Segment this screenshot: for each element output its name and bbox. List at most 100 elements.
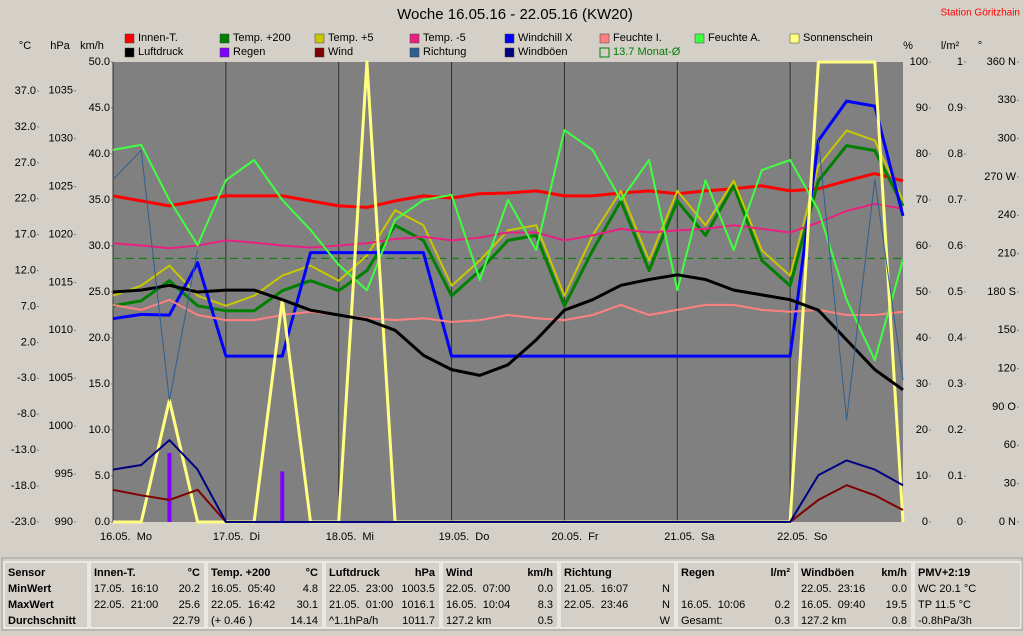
legend-label: Sonnenschein (803, 32, 873, 44)
cell-text: Gesamt: (681, 615, 723, 627)
y-tick-label: 990 (55, 516, 73, 528)
cell-text: 16.05. 05:40 (211, 583, 275, 595)
cell-text: -0.8hPa/3h (918, 615, 972, 627)
cell-text: 17.05. 16:10 (94, 583, 158, 595)
y-tick-label: 1035 (49, 85, 73, 97)
legend-label: Regen (233, 46, 265, 58)
cell-value: 14.14 (290, 615, 318, 627)
column-unit: hPa (415, 567, 436, 579)
y-tick-label: 120 (998, 363, 1016, 375)
column-head: PMV+2:19 (918, 567, 970, 579)
y-tick-label: 100 (910, 56, 928, 68)
y-tick-label: 1030 (49, 133, 73, 145)
x-tick-label: 16.05. Mo (100, 531, 152, 543)
y-tick-label: -18.0 (11, 480, 36, 492)
table-cell-block (913, 561, 1022, 629)
x-tick-label: 17.05. Di (213, 531, 260, 543)
column-unit: km/h (881, 567, 907, 579)
legend-label: Innen-T. (138, 32, 178, 44)
plot-area (113, 62, 903, 522)
y-tick-label: 45.0 (89, 102, 110, 114)
y-tick-label: 5.0 (95, 470, 110, 482)
axis-unit: km/h (80, 40, 104, 52)
y-tick-label: 20.0 (89, 332, 110, 344)
cell-value: N (662, 599, 670, 611)
table-cell-block (89, 561, 206, 629)
column-unit: l/m² (770, 567, 790, 579)
legend-label: Wind (328, 46, 353, 58)
column-unit: °C (188, 567, 200, 579)
y-tick-label: 0.4 (948, 332, 963, 344)
legend-swatch (409, 33, 420, 44)
cell-value: 1011.7 (402, 615, 435, 627)
cell-text: 22.05. 23:00 (329, 583, 393, 595)
cell-text: 16.05. 10:06 (681, 599, 745, 611)
y-tick-label: 360 N (987, 56, 1016, 68)
y-tick-label: 37.0 (15, 85, 36, 97)
y-tick-label: 0.1 (948, 470, 963, 482)
y-tick-label: 0.7 (948, 194, 963, 206)
cell-text: ^1.1hPa/h (329, 615, 378, 627)
x-tick-label: 22.05. So (777, 531, 827, 543)
axis-unit: hPa (50, 40, 70, 52)
cell-text: (+ 0.46 ) (211, 615, 252, 627)
legend-swatch (409, 47, 420, 58)
y-tick-label: 90 O (992, 401, 1016, 413)
legend-swatch (314, 47, 325, 58)
y-tick-label: 0.2 (948, 424, 963, 436)
series-line (112, 273, 904, 392)
y-tick-label: 1 (957, 56, 963, 68)
legend-label: Temp. +200 (233, 32, 291, 44)
legend-label: Luftdruck (138, 46, 184, 58)
series-line (112, 129, 904, 307)
cell-text: WC 20.1 °C (918, 583, 976, 595)
y-tick-label: 0 N (999, 516, 1016, 528)
series-line (112, 202, 904, 250)
legend-label: Feuchte I. (613, 32, 662, 44)
cell-value: 22.79 (172, 615, 200, 627)
y-tick-label: 60 (1004, 439, 1016, 451)
column-head: Wind (446, 567, 473, 579)
cell-text: TP 11.5 °C (918, 599, 971, 611)
y-tick-label: 25.0 (89, 286, 110, 298)
legend-swatch (694, 33, 705, 44)
y-tick-label: 995 (55, 468, 73, 480)
y-tick-label: 1010 (49, 324, 73, 336)
legend-label: Temp. -5 (423, 32, 466, 44)
legend-label: 13.7 Monat-Ø (613, 46, 681, 58)
y-tick-label: 15.0 (89, 378, 110, 390)
y-tick-label: -3.0 (17, 372, 36, 384)
legend-label: Feuchte A. (708, 32, 761, 44)
x-tick-label: 19.05. Do (439, 531, 490, 543)
column-head: Innen-T. (94, 567, 136, 579)
y-tick-label: -23.0 (11, 516, 36, 528)
y-tick-label: 32.0 (15, 121, 36, 133)
y-tick-label: 30 (916, 378, 928, 390)
y-tick-label: 0.3 (948, 378, 963, 390)
column-head: Windböen (801, 567, 854, 579)
x-tick-label: 21.05. Sa (664, 531, 715, 543)
table-cell-block (324, 561, 441, 629)
y-tick-label: 10 (916, 470, 928, 482)
rain-bar (167, 453, 172, 522)
column-head: Richtung (564, 567, 612, 579)
y-tick-label: 1025 (49, 180, 73, 192)
cell-value: 0.5 (538, 615, 553, 627)
y-tick-label: 0.9 (948, 102, 963, 114)
legend-swatch (314, 33, 325, 44)
axis-unit: % (903, 40, 913, 52)
legend-label: Richtung (423, 46, 466, 58)
cell-text: 22.05. 23:16 (801, 583, 865, 595)
legend-swatch (789, 33, 800, 44)
y-tick-label: 17.0 (15, 229, 36, 241)
y-tick-label: 0.6 (948, 240, 963, 252)
row-label: MaxWert (8, 599, 54, 611)
series-line (112, 139, 904, 421)
cell-value: 0.2 (775, 599, 790, 611)
cell-value: 0.8 (892, 615, 907, 627)
table-cell-block (206, 561, 324, 629)
row-label: Sensor (8, 567, 46, 579)
legend-label: Windböen (518, 46, 568, 58)
y-tick-label: 80 (916, 148, 928, 160)
cell-value: 0.3 (775, 615, 790, 627)
